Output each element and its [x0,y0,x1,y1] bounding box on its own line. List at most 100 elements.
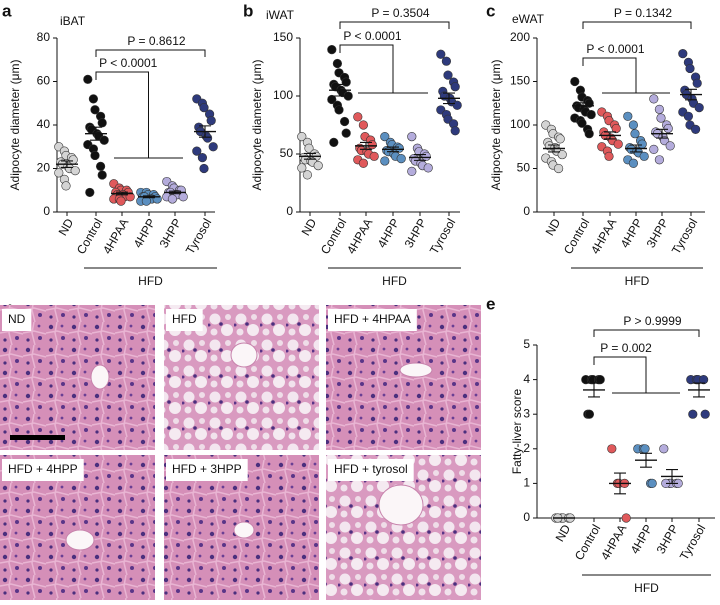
y-tick-label: 3 [523,406,530,420]
data-point [678,49,688,59]
data-point [577,118,587,128]
central-vein [90,364,110,390]
data-point [327,44,337,55]
x-tick-label: 4HPAA [100,216,131,256]
data-point [396,154,406,164]
error-bar [61,160,73,168]
p-value-label: P = 0.8612 [127,34,185,48]
x-tick-label: Tyrosol [183,216,214,257]
data-point [450,82,460,92]
data-point [97,118,107,128]
x-tick-label: 4HPAA [598,522,629,562]
error-bar [685,88,697,101]
p-value-label: P = 0.1342 [614,6,672,20]
x-tick-label: Tyrosol [669,216,700,257]
data-point [192,146,202,156]
data-point [665,141,675,151]
image-label: HFD + 3HPP [172,462,242,476]
y-tick-label: 100 [273,88,293,102]
x-tick-label: Control [561,216,592,257]
x-tick-label: ND [299,216,320,238]
data-point [450,126,460,136]
y-tick-label: 200 [510,30,530,44]
error-bar [169,190,181,195]
central-vein [65,529,95,551]
data-point [329,137,339,147]
data-point [584,129,594,139]
error-bar [304,152,316,160]
data-point [595,375,605,385]
p-value-label: P < 0.0001 [586,42,644,56]
data-point [313,161,323,171]
p-value-label: P = 0.002 [600,341,652,355]
y-tick-label: 150 [273,30,293,44]
error-bar [614,472,626,495]
data-point [341,77,351,87]
data-point [586,109,596,120]
error-bar [199,125,211,138]
y-axis-label: Adipocyte diameter (μm) [250,60,264,191]
data-point [125,192,135,202]
error-bar [630,144,642,153]
x-tick-label: Tyrosol [677,522,708,563]
data-point [570,76,580,87]
x-tick-label: ND [56,216,77,238]
label-background [328,459,414,481]
error-bar [656,128,668,139]
data-point [369,151,379,161]
data-point [327,94,337,105]
error-bar [577,102,589,110]
y-tick-label: 20 [37,161,51,175]
data-point [407,132,417,142]
data-point [199,163,209,174]
x-tick-label: ND [543,216,564,238]
label-background [328,309,417,331]
data-point [83,74,93,84]
x-tick-label: 4HPAA [344,216,375,256]
data-point [341,128,351,138]
x-tick-label: 4HPAA [588,216,619,256]
y-tick-label: 80 [37,30,51,44]
y-tick-label: 60 [37,74,51,88]
error-bar [90,126,102,141]
data-point [334,105,344,115]
data-point [340,116,350,127]
data-point [649,94,659,104]
error-bar [360,141,372,150]
data-point [358,158,369,168]
comparison-bracket [95,49,206,57]
data-point [607,444,617,454]
y-tick-label: 150 [510,74,530,88]
data-point [394,143,404,153]
central-vein [399,362,433,378]
error-bar [640,452,652,468]
data-point [358,120,369,130]
data-point [639,151,649,161]
panel-letter: e [486,294,495,313]
data-point [353,112,363,122]
data-point [698,375,709,385]
y-tick-label: 50 [517,161,531,175]
data-point [88,94,98,104]
data-point [441,56,452,66]
data-point [90,105,100,115]
data-point [54,168,64,178]
x-tick-label: 3HPP [402,216,430,250]
data-point [557,149,567,160]
y-tick-label: 0 [523,204,530,218]
x-tick-label: 3HPP [157,216,185,250]
error-bar [334,83,346,97]
comparison-bracket [593,329,700,337]
data-point [97,170,107,180]
data-point [647,478,657,489]
y-axis-label: Adipocyte diameter (μm) [489,60,503,191]
error-bar [693,382,705,398]
data-point [208,142,218,152]
data-point [623,111,633,121]
label-background [166,459,248,481]
p-value-label: P < 0.0001 [343,29,401,43]
data-point [659,444,669,454]
label-background [166,309,203,331]
panel-title: iBAT [60,14,86,28]
